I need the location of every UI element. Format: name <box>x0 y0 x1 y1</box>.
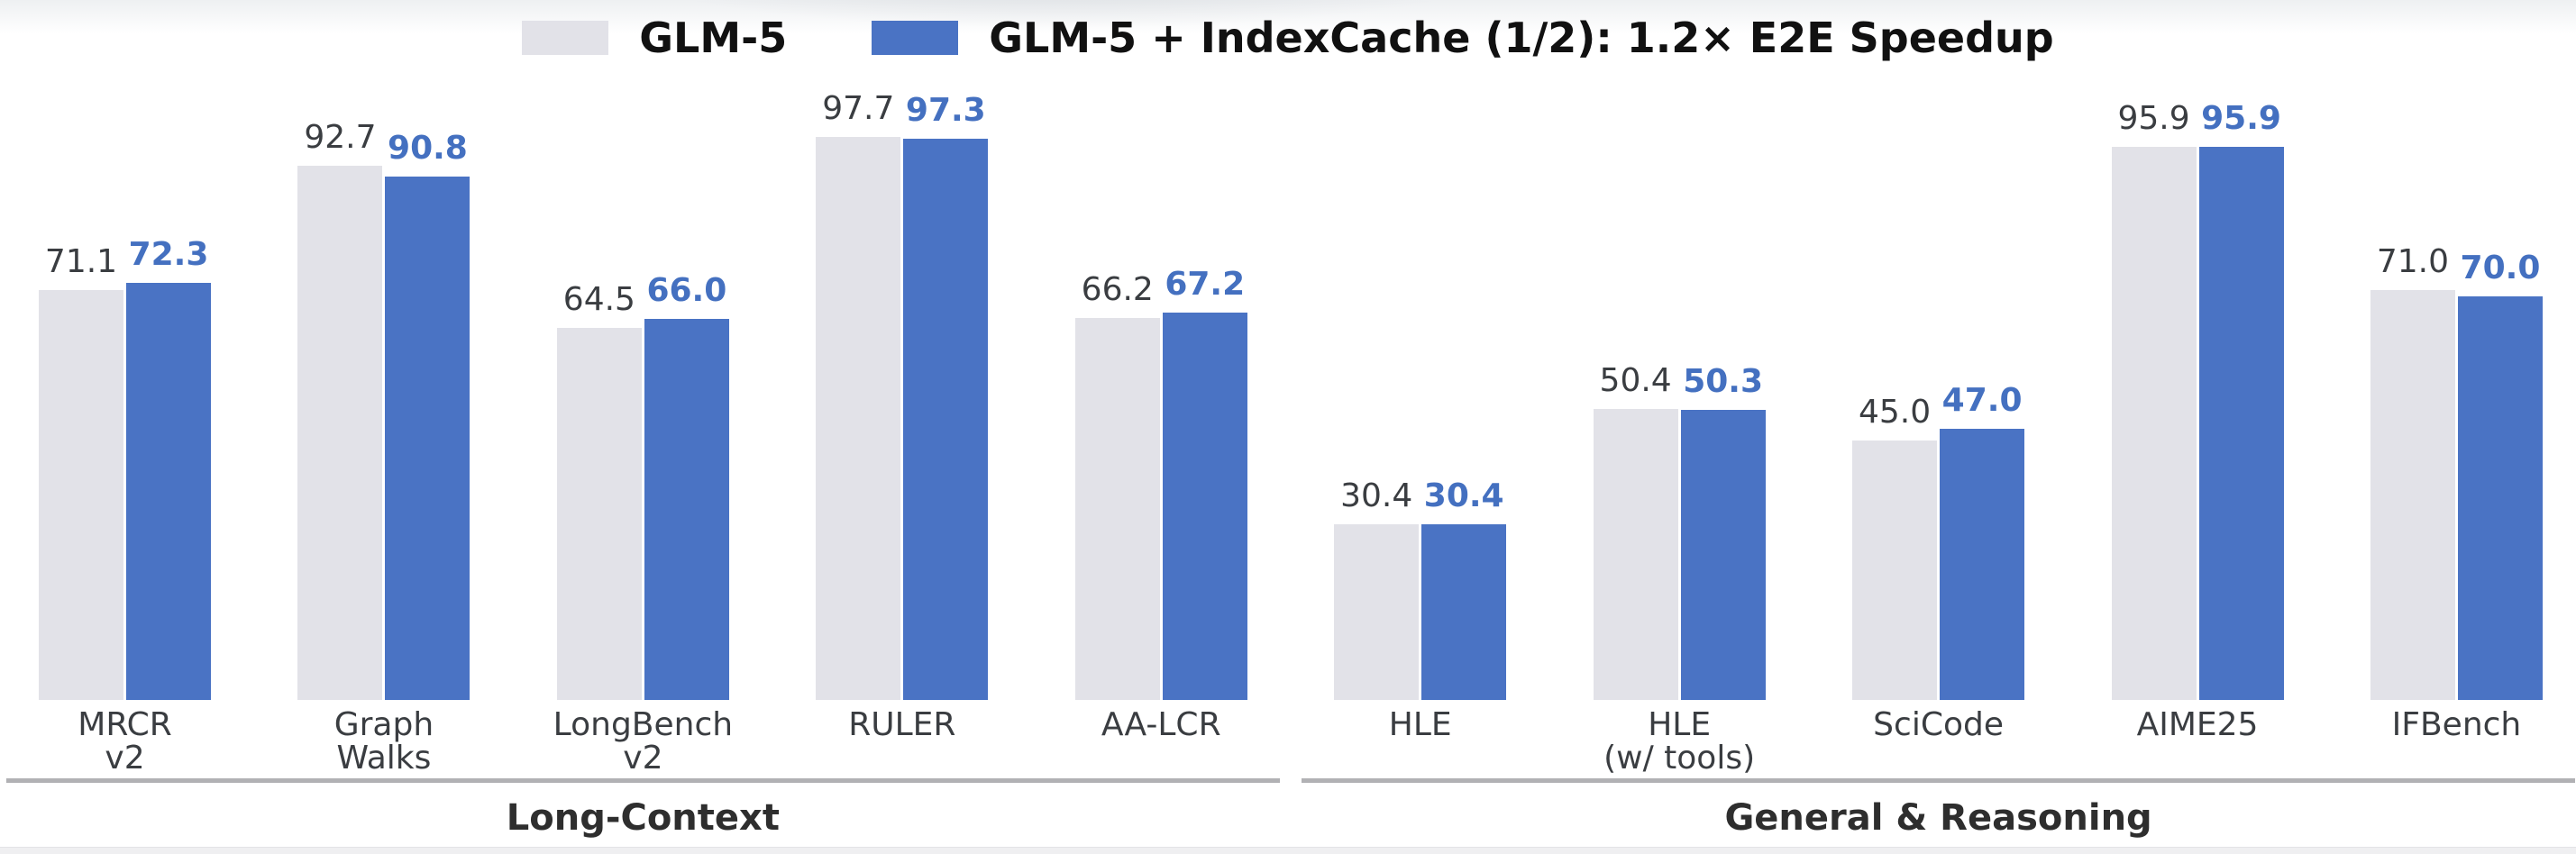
bar-indexcache <box>126 283 211 700</box>
category-label: AA-LCR <box>1101 708 1221 741</box>
bar-indexcache <box>644 319 729 700</box>
group-label: Long-Context <box>506 797 780 839</box>
value-label-indexcache: 67.2 <box>1165 266 1246 303</box>
bar-indexcache <box>1940 429 2025 700</box>
category-label-line: v2 <box>623 740 663 777</box>
category-label-line: LongBench <box>553 706 734 743</box>
category-label: AIME25 <box>2137 708 2259 741</box>
bar-glm5 <box>1852 441 1938 700</box>
bar-indexcache <box>1680 410 1766 700</box>
legend-swatch-indexcache <box>872 21 959 55</box>
group-divider <box>6 778 1280 783</box>
category-label-line: (w/ tools) <box>1603 740 1756 777</box>
category-label-line: AA-LCR <box>1101 706 1221 743</box>
value-label-glm5: 71.1 <box>44 243 118 280</box>
group-divider <box>1302 778 2575 783</box>
value-label-indexcache: 66.0 <box>646 272 727 309</box>
value-label-glm5: 71.0 <box>2376 243 2450 280</box>
legend-item-indexcache: GLM-5 + IndexCache (1/2): 1.2× E2E Speed… <box>872 14 2054 62</box>
chart-legend: GLM-5 GLM-5 + IndexCache (1/2): 1.2× E2E… <box>0 16 2576 59</box>
bar-glm5 <box>2111 147 2197 700</box>
value-label-glm5: 97.7 <box>822 90 895 127</box>
category-label: IFBench <box>2392 708 2522 741</box>
bar-indexcache <box>1421 524 1507 700</box>
value-label-glm5: 95.9 <box>2117 100 2190 137</box>
category-label: HLE <box>1389 708 1452 741</box>
bottom-edge-strip <box>0 847 2576 854</box>
value-label-glm5: 66.2 <box>1081 271 1154 308</box>
category-label-line: HLE <box>1648 706 1712 743</box>
bar-indexcache <box>385 177 470 700</box>
bar-glm5 <box>1593 409 1678 700</box>
group-label: General & Reasoning <box>1724 797 2152 839</box>
bar-indexcache <box>1162 313 1247 700</box>
bar-glm5 <box>297 166 383 700</box>
category-label: RULER <box>848 708 955 741</box>
value-label-indexcache: 47.0 <box>1941 382 2023 419</box>
bar-indexcache <box>2457 296 2543 700</box>
value-label-indexcache: 30.4 <box>1423 477 1504 514</box>
bar-indexcache <box>2198 147 2284 700</box>
bar-glm5 <box>1074 318 1160 700</box>
value-label-indexcache: 72.3 <box>128 236 209 273</box>
value-label-indexcache: 97.3 <box>905 92 986 129</box>
category-label-line: Walks <box>336 740 432 777</box>
category-label: HLE (w/ tools) <box>1603 708 1755 775</box>
category-label-line: Graph <box>333 706 434 743</box>
bar-indexcache <box>903 139 989 700</box>
legend-item-glm5: GLM-5 <box>522 16 787 59</box>
legend-label-glm5: GLM-5 <box>639 14 788 62</box>
value-label-glm5: 92.7 <box>304 119 377 156</box>
category-label: Graph Walks <box>334 708 434 775</box>
category-label-line: AIME25 <box>2136 706 2259 743</box>
category-label: SciCode <box>1873 708 2004 741</box>
value-label-indexcache: 90.8 <box>388 130 468 167</box>
value-label-glm5: 30.4 <box>1340 477 1413 514</box>
bar-glm5 <box>816 137 901 700</box>
category-label-line: v2 <box>105 740 145 777</box>
bar-glm5 <box>2370 290 2455 700</box>
bar-glm5 <box>1334 524 1420 700</box>
value-label-glm5: 45.0 <box>1859 394 1932 431</box>
bar-glm5 <box>39 290 123 700</box>
value-label-glm5: 64.5 <box>562 281 635 318</box>
category-label-line: MRCR <box>78 706 172 743</box>
category-label: LongBench v2 <box>553 708 733 775</box>
bar-glm5 <box>556 328 642 700</box>
legend-label-indexcache: GLM-5 + IndexCache (1/2): 1.2× E2E Speed… <box>989 14 2054 62</box>
category-label-line: IFBench <box>2391 706 2522 743</box>
value-label-indexcache: 50.3 <box>1683 363 1764 400</box>
value-label-glm5: 50.4 <box>1599 362 1672 399</box>
legend-swatch-glm5 <box>522 21 609 55</box>
category-label-line: HLE <box>1388 706 1452 743</box>
value-label-indexcache: 95.9 <box>2201 100 2281 137</box>
category-label-line: SciCode <box>1873 706 2004 743</box>
category-label: MRCR v2 <box>78 708 171 775</box>
category-label-line: RULER <box>848 706 956 743</box>
value-label-indexcache: 70.0 <box>2460 250 2541 286</box>
